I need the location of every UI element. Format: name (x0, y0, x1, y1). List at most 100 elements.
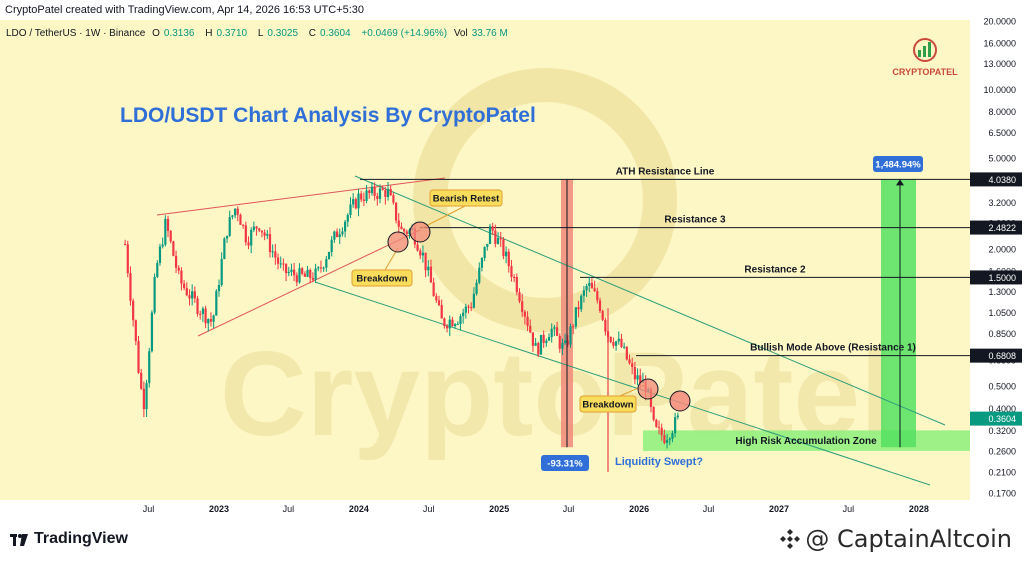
y-tick-label: 16.0000 (983, 39, 1016, 49)
wedge-upper (156, 177, 446, 216)
candle (513, 274, 516, 283)
candle (338, 228, 341, 245)
candle (193, 286, 196, 303)
x-tick-label: Jul (843, 504, 855, 514)
wedge-lower (197, 229, 421, 337)
x-tick-label: 2026 (629, 504, 649, 514)
tradingview-logo[interactable]: TradingView (10, 530, 128, 548)
candle (574, 307, 577, 330)
candle (660, 423, 663, 441)
volume-label: Vol (453, 28, 468, 39)
candle (381, 185, 384, 191)
candle (199, 310, 202, 320)
candle (341, 227, 344, 237)
y-tick-label: 1.3000 (988, 287, 1016, 297)
candle (311, 272, 315, 283)
candle (625, 346, 628, 361)
level-label-1: ATH Resistance Line (616, 166, 715, 177)
candle (239, 213, 242, 225)
symbol-label[interactable]: LDO / TetherUS · 1W · Binance (6, 28, 146, 39)
breakdown-circle-1 (387, 231, 409, 253)
candle (612, 337, 615, 349)
candle (480, 257, 484, 272)
candle (547, 333, 551, 341)
candle (148, 347, 151, 388)
candle (164, 215, 167, 247)
candle (322, 266, 325, 272)
candle (676, 412, 679, 420)
candle (317, 266, 320, 272)
candle (233, 208, 237, 219)
candle (188, 289, 191, 306)
candle (196, 295, 199, 317)
candle (456, 321, 459, 326)
candle (349, 197, 352, 219)
candle (263, 229, 266, 241)
candle (357, 189, 360, 217)
candle (577, 300, 580, 318)
candle (123, 239, 127, 246)
candle (274, 243, 277, 265)
chart-credit: CryptoPatel created with TradingView.com… (5, 4, 365, 16)
candle (580, 294, 583, 313)
candle (204, 305, 207, 329)
candle (250, 227, 253, 254)
candle (166, 215, 170, 238)
candle (419, 248, 422, 259)
candle (464, 303, 467, 319)
candle (247, 236, 250, 250)
candle (421, 245, 425, 263)
candle (663, 429, 666, 445)
low-label: L (257, 28, 264, 39)
candle (314, 263, 317, 283)
candle (327, 251, 331, 260)
candle (242, 224, 245, 229)
candle (303, 271, 306, 277)
target-band (881, 179, 916, 448)
level-label-2: Resistance 3 (664, 215, 726, 226)
candle (518, 288, 521, 304)
x-tick-label: 2027 (769, 504, 789, 514)
breakdown-label-2: Breakdown (579, 395, 637, 413)
candle (467, 304, 470, 314)
candle (276, 253, 280, 270)
candle (397, 213, 400, 234)
candle (231, 214, 234, 220)
candle (435, 293, 438, 303)
candle (284, 263, 288, 282)
candle (287, 266, 290, 277)
candle (472, 287, 475, 309)
candle (582, 285, 586, 303)
candle (365, 184, 368, 204)
candle (156, 260, 159, 279)
candle (172, 240, 175, 257)
candle (427, 260, 430, 277)
candle (443, 317, 446, 329)
level-price-box (970, 348, 1022, 363)
x-tick-label: Jul (563, 504, 575, 514)
candle (293, 262, 296, 282)
y-tick-label: 3.2000 (988, 198, 1016, 208)
candle (386, 181, 390, 201)
candle (655, 418, 658, 428)
candle (370, 182, 374, 196)
binance-icon (780, 529, 801, 549)
candle (244, 221, 247, 246)
candle (590, 278, 594, 289)
candle (174, 250, 178, 273)
candle (150, 310, 154, 353)
candle (539, 334, 543, 355)
candle (408, 228, 411, 239)
candle (623, 342, 626, 349)
candle (470, 302, 473, 312)
candle (319, 260, 323, 273)
candle (258, 227, 261, 233)
zone-label: High Risk Accumulation Zone (735, 436, 877, 447)
candle (228, 210, 231, 237)
candle (521, 293, 524, 317)
candle (129, 266, 132, 306)
x-tick-label: 2028 (909, 504, 929, 514)
y-tick-label: 0.1700 (988, 489, 1016, 499)
